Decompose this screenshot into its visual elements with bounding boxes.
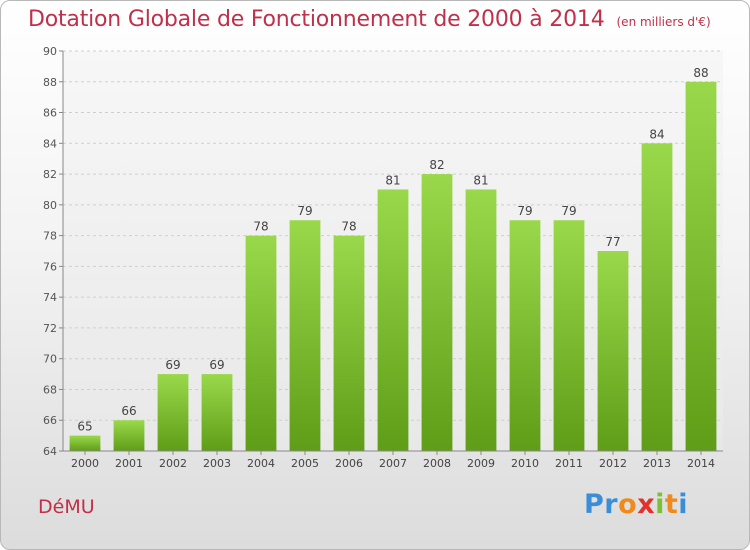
y-tick-label: 88 <box>43 76 57 89</box>
y-tick-label: 82 <box>43 168 57 181</box>
x-tick-label: 2008 <box>423 457 451 470</box>
x-tick-label: 2009 <box>467 457 495 470</box>
bar-value-label: 66 <box>121 404 136 418</box>
bar-value-label: 65 <box>77 420 92 434</box>
bar-2007 <box>377 189 409 451</box>
x-tick-label: 2004 <box>247 457 275 470</box>
logo-letter: P <box>584 489 605 520</box>
y-tick-label: 80 <box>43 199 57 212</box>
y-tick-label: 74 <box>43 291 57 304</box>
x-tick-label: 2010 <box>511 457 539 470</box>
chart-title: Dotation Globale de Fonctionnement de 20… <box>28 7 711 32</box>
y-tick-label: 78 <box>43 230 57 243</box>
chart-unit: (en milliers d'€) <box>616 15 711 29</box>
y-tick-label: 90 <box>43 45 57 58</box>
bar-2014 <box>685 81 717 452</box>
y-tick-label: 64 <box>43 445 57 458</box>
x-axis: 2000 2001 2002 2003 2004 2005 2006 2007 2008 2009… <box>63 450 723 470</box>
bar-value-label: 78 <box>253 220 268 234</box>
x-tick-label: 2006 <box>335 457 363 470</box>
bar-value-label: 69 <box>165 358 180 372</box>
x-tick-label: 2011 <box>555 457 583 470</box>
y-tick-label: 66 <box>43 414 57 427</box>
bar-2002 <box>157 374 189 451</box>
commune-name: DéMU <box>38 496 95 518</box>
bar-2004 <box>245 235 277 451</box>
x-tick-label: 2002 <box>159 457 187 470</box>
bar-2013 <box>641 143 673 452</box>
bar-value-label: 79 <box>561 204 576 218</box>
x-tick-label: 2001 <box>115 457 143 470</box>
x-tick-label: 2013 <box>643 457 671 470</box>
chart-title-text: Dotation Globale de Fonctionnement de 20… <box>28 7 605 32</box>
bar-2006 <box>333 235 365 451</box>
bar-value-label: 79 <box>517 204 532 218</box>
bar-value-label: 81 <box>385 173 400 187</box>
bar-value-label: 88 <box>693 66 708 80</box>
bar-value-label: 81 <box>473 173 488 187</box>
bar-2008 <box>421 174 453 452</box>
bar-2001 <box>113 420 145 451</box>
bar-2011 <box>553 220 585 451</box>
bar-value-label: 82 <box>429 158 444 172</box>
y-axis: 64 66 68 70 72 74 76 78 80 82 84 86 88 90 <box>43 45 64 458</box>
bar-2012 <box>597 251 629 451</box>
bars: 65 66 69 69 78 79 78 81 82 81 79 79 77 84 88 <box>69 66 717 452</box>
x-tick-label: 2014 <box>687 457 715 470</box>
bar-value-label: 69 <box>209 358 224 372</box>
logo-letter: i <box>678 489 689 520</box>
bar-value-label: 78 <box>341 220 356 234</box>
logo-letter: i <box>655 489 665 520</box>
bar-value-label: 84 <box>649 127 664 141</box>
y-tick-label: 68 <box>43 383 57 396</box>
x-tick-label: 2012 <box>599 457 627 470</box>
proxiti-logo: Proxiti <box>584 489 688 520</box>
x-tick-label: 2003 <box>203 457 231 470</box>
bar-2003 <box>201 374 233 451</box>
bar-2000 <box>69 435 101 451</box>
bar-2005 <box>289 220 321 451</box>
y-tick-label: 72 <box>43 322 57 335</box>
logo-letter: x <box>637 489 656 520</box>
y-tick-label: 84 <box>43 137 57 150</box>
x-tick-label: 2005 <box>291 457 319 470</box>
bar-value-label: 79 <box>297 204 312 218</box>
y-tick-label: 70 <box>43 353 57 366</box>
logo-letter: o <box>618 489 638 520</box>
x-tick-label: 2007 <box>379 457 407 470</box>
bar-value-label: 77 <box>605 235 620 249</box>
logo-letter: r <box>604 489 619 520</box>
y-tick-label: 86 <box>43 107 57 120</box>
x-tick-label: 2000 <box>71 457 99 470</box>
bar-2009 <box>465 189 497 451</box>
logo-letter: t <box>664 489 679 520</box>
y-tick-label: 76 <box>43 260 57 273</box>
bar-2010 <box>509 220 541 451</box>
